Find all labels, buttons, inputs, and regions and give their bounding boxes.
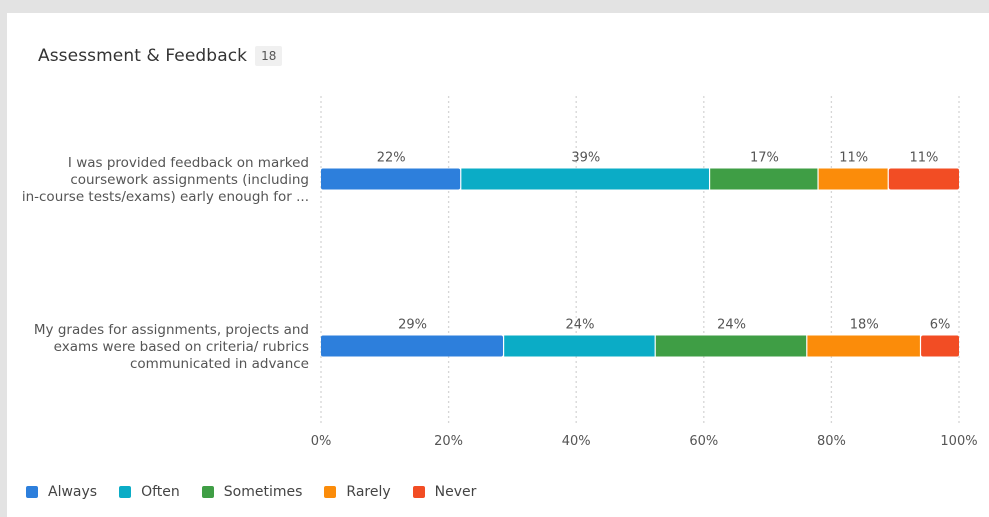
response-count-badge: 18 <box>255 46 283 66</box>
legend-item-never[interactable]: Never <box>412 484 477 500</box>
category-label: My grades for assignments, projects and <box>34 322 309 338</box>
bar-segment-always <box>321 335 503 357</box>
bar-segment-never <box>921 335 959 357</box>
category-label: I was provided feedback on marked <box>68 155 309 171</box>
category-label: exams were based on criteria/ rubrics <box>54 339 309 355</box>
data-label: 6% <box>930 318 951 333</box>
category-label: communicated in advance <box>130 356 309 372</box>
data-label: 11% <box>839 151 868 166</box>
legend-label: Sometimes <box>223 484 303 500</box>
x-tick-label: 60% <box>689 434 718 449</box>
data-label: 39% <box>571 151 600 166</box>
legend-item-often[interactable]: Often <box>119 484 180 500</box>
legend-swatch <box>324 486 337 498</box>
legend-swatch <box>201 486 214 498</box>
bar-segment-often <box>461 168 709 190</box>
legend-item-always[interactable]: Always <box>26 484 97 500</box>
section-title: Assessment & Feedback <box>38 46 248 66</box>
data-label: 24% <box>566 318 595 333</box>
bar-segment-always <box>321 168 461 190</box>
legend-label: Often <box>141 484 180 500</box>
legend-label: Never <box>434 484 477 500</box>
bar-segment-rarely <box>818 168 888 190</box>
x-tick-label: 20% <box>434 434 463 449</box>
stacked-bar-chart: 0% 20% 40% 60% 80% 100% I was provided feedbac… <box>22 96 978 449</box>
legend-label: Rarely <box>346 484 391 500</box>
data-label: 17% <box>750 151 779 166</box>
chart-legend: Always Often Sometimes Rarely Never <box>26 483 498 501</box>
category-label: coursework assignments (including <box>70 172 309 188</box>
bar-segment-sometimes <box>655 335 807 357</box>
x-tick-label: 80% <box>817 434 846 449</box>
data-label: 22% <box>377 151 406 166</box>
data-label: 11% <box>909 151 938 166</box>
legend-item-rarely[interactable]: Rarely <box>324 484 391 500</box>
data-label: 18% <box>850 318 879 333</box>
legend-swatch <box>412 486 425 498</box>
x-tick-label: 40% <box>562 434 591 449</box>
legend-swatch <box>119 486 132 498</box>
legend-label: Always <box>48 484 98 500</box>
bar-segment-sometimes <box>710 168 818 190</box>
section-header: Assessment & Feedback 18 <box>38 43 283 69</box>
x-tick-label: 0% <box>311 434 332 449</box>
data-label: 29% <box>398 318 427 333</box>
data-label: 24% <box>717 318 746 333</box>
bar-segment-never <box>888 168 959 190</box>
category-label: in-course tests/exams) early enough for … <box>22 189 309 205</box>
legend-item-sometimes[interactable]: Sometimes <box>201 484 303 500</box>
bar-segment-often <box>504 335 655 357</box>
chart-card <box>7 13 989 517</box>
legend-swatch <box>26 486 38 498</box>
bar-segment-rarely <box>807 335 920 357</box>
x-tick-label: 100% <box>940 434 977 449</box>
